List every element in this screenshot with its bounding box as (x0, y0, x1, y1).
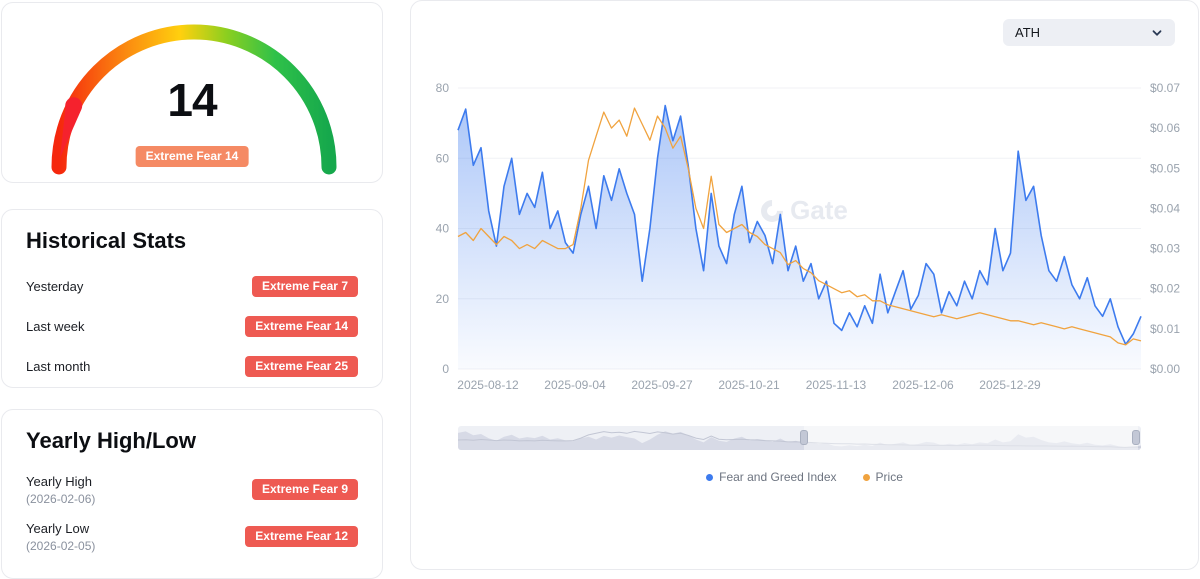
yearly-high-date: (2026-02-06) (26, 491, 96, 506)
yearly-high-low-title: Yearly High/Low (26, 428, 196, 453)
yearly-low-row: Yearly Low (2026-02-05) Extreme Fear 12 (26, 513, 358, 560)
status-badge: Extreme Fear 7 (251, 275, 358, 297)
svg-text:2025-09-27: 2025-09-27 (631, 378, 693, 392)
gauge-card: 14 Extreme Fear 14 (1, 2, 383, 183)
svg-text:60: 60 (436, 151, 450, 165)
time-range-value: ATH (1015, 25, 1041, 40)
chevron-down-icon (1152, 29, 1162, 36)
gauge-status-badge: Extreme Fear 14 (135, 146, 249, 167)
svg-text:$0.04: $0.04 (1150, 201, 1180, 215)
stat-row-last-month: Last month Extreme Fear 25 (26, 346, 358, 386)
svg-text:40: 40 (436, 222, 450, 236)
svg-text:2025-08-12: 2025-08-12 (457, 378, 519, 392)
svg-text:80: 80 (436, 81, 450, 95)
svg-text:$0.00: $0.00 (1150, 362, 1180, 376)
stat-label: Last month (26, 358, 91, 374)
time-range-dropdown[interactable]: ATH (1003, 19, 1175, 46)
svg-text:$0.05: $0.05 (1150, 161, 1180, 175)
stat-row-yesterday: Yesterday Extreme Fear 7 (26, 266, 358, 306)
historical-stats-card: Historical Stats Yesterday Extreme Fear … (1, 209, 383, 388)
navigator-handle-left[interactable] (800, 430, 808, 445)
chart-legend: Fear and Greed Index Price (411, 470, 1198, 484)
svg-text:2025-12-06: 2025-12-06 (892, 378, 954, 392)
svg-text:$0.03: $0.03 (1150, 242, 1180, 256)
yearly-high-low-card: Yearly High/Low Yearly High (2026-02-06)… (1, 409, 383, 579)
svg-text:0: 0 (442, 362, 449, 376)
svg-text:2025-11-13: 2025-11-13 (806, 378, 867, 392)
svg-text:2025-10-21: 2025-10-21 (718, 378, 780, 392)
navigator-handle-right[interactable] (1132, 430, 1140, 445)
yearly-high-label: Yearly High (2026-02-06) (26, 473, 96, 506)
status-badge: Extreme Fear 12 (245, 526, 358, 547)
status-badge: Extreme Fear 9 (251, 479, 358, 500)
legend-fear-greed-index[interactable]: Fear and Greed Index (706, 470, 837, 484)
yearly-low-date: (2026-02-05) (26, 538, 96, 553)
chart-navigator[interactable] (458, 426, 1141, 450)
stat-label: Last week (26, 318, 85, 334)
svg-text:2025-09-04: 2025-09-04 (544, 378, 606, 392)
chart-card: ATH Gate 0 20 40 60 80 $0.00 $0.01 $0.02 $0.03 $0… (410, 0, 1199, 570)
legend-dot-orange (862, 473, 870, 481)
yearly-high-row: Yearly High (2026-02-06) Extreme Fear 9 (26, 466, 358, 513)
fear-greed-chart: 0 20 40 60 80 $0.00 $0.01 $0.02 $0.03 $0.04 $0.05 $… (436, 81, 1181, 392)
svg-text:$0.02: $0.02 (1150, 282, 1180, 296)
gauge-value: 14 (167, 74, 217, 126)
navigator-sparkline (458, 430, 1141, 450)
stat-row-last-week: Last week Extreme Fear 14 (26, 306, 358, 346)
svg-text:$0.06: $0.06 (1150, 121, 1180, 135)
yearly-low-label: Yearly Low (2026-02-05) (26, 520, 96, 553)
status-badge: Extreme Fear 14 (245, 315, 358, 337)
gauge-needle (60, 97, 83, 158)
status-badge: Extreme Fear 25 (245, 355, 358, 377)
legend-price[interactable]: Price (862, 470, 903, 484)
fear-greed-gauge (51, 24, 337, 175)
navigator-selection[interactable] (804, 426, 1138, 450)
svg-text:20: 20 (436, 292, 450, 306)
stat-label: Yesterday (26, 278, 84, 294)
svg-text:2025-12-29: 2025-12-29 (979, 378, 1041, 392)
svg-text:$0.01: $0.01 (1150, 322, 1180, 336)
svg-text:$0.07: $0.07 (1150, 81, 1180, 95)
legend-dot-blue (706, 473, 714, 481)
historical-stats-title: Historical Stats (26, 228, 187, 253)
